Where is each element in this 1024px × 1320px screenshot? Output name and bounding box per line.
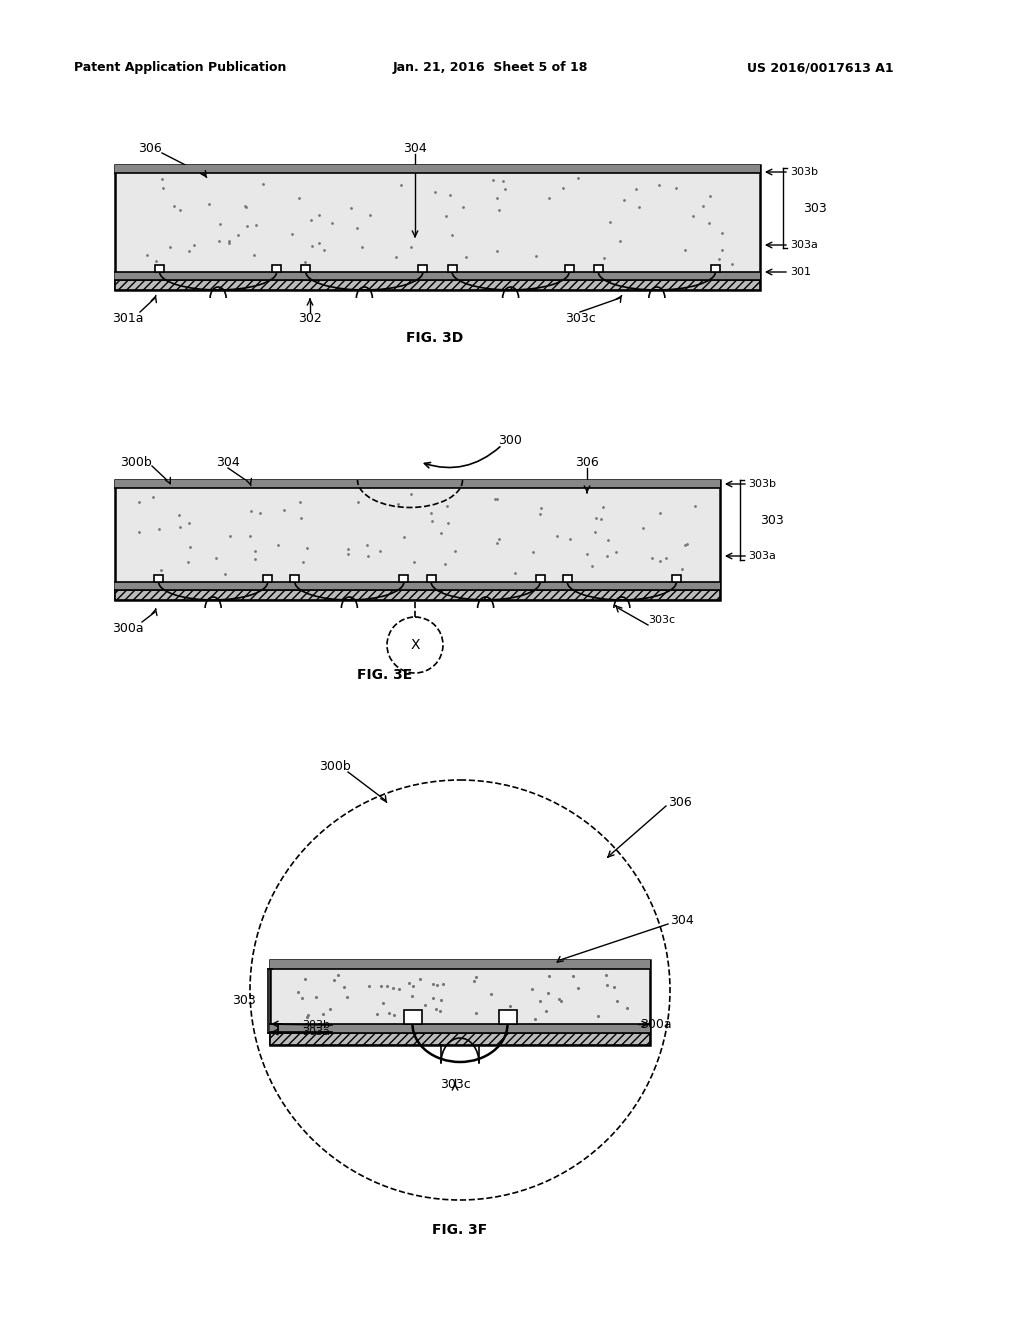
Bar xyxy=(115,582,720,590)
Bar xyxy=(594,265,603,272)
Text: Jan. 21, 2016  Sheet 5 of 18: Jan. 21, 2016 Sheet 5 of 18 xyxy=(392,62,588,74)
Text: 303c: 303c xyxy=(648,615,675,624)
Text: 303c: 303c xyxy=(439,1078,470,1092)
Text: 301a: 301a xyxy=(113,312,143,325)
Bar xyxy=(115,165,760,290)
Bar xyxy=(115,272,760,280)
Text: 303b: 303b xyxy=(790,168,818,177)
Bar xyxy=(419,265,427,272)
Text: X: X xyxy=(411,638,420,652)
Text: 302: 302 xyxy=(298,312,322,325)
Circle shape xyxy=(387,616,443,673)
Text: 300b: 300b xyxy=(319,759,351,772)
Bar xyxy=(270,1034,650,1045)
Bar xyxy=(711,265,720,272)
Bar xyxy=(115,165,760,173)
Text: 304: 304 xyxy=(670,913,693,927)
Text: 306: 306 xyxy=(668,796,692,808)
Text: Patent Application Publication: Patent Application Publication xyxy=(74,62,286,74)
Text: 303a: 303a xyxy=(748,550,776,561)
Bar xyxy=(270,960,650,969)
Text: 303b: 303b xyxy=(748,479,776,488)
Text: 304: 304 xyxy=(403,141,427,154)
Bar xyxy=(672,576,681,582)
Bar xyxy=(270,1024,650,1034)
Bar xyxy=(115,480,720,601)
Text: 304: 304 xyxy=(216,455,240,469)
Text: 300: 300 xyxy=(498,433,522,446)
Bar xyxy=(427,576,435,582)
Bar xyxy=(564,265,573,272)
Bar xyxy=(403,1010,422,1024)
Text: 306: 306 xyxy=(138,141,162,154)
Bar xyxy=(536,576,545,582)
Bar xyxy=(263,576,272,582)
Text: 303: 303 xyxy=(803,202,826,214)
Text: FIG. 3F: FIG. 3F xyxy=(432,1224,487,1237)
Bar xyxy=(447,265,457,272)
Text: 300a: 300a xyxy=(640,1018,672,1031)
Bar xyxy=(301,265,310,272)
Bar xyxy=(115,280,760,290)
Bar xyxy=(291,576,299,582)
Text: 300b: 300b xyxy=(120,455,152,469)
Text: 303: 303 xyxy=(760,513,783,527)
Circle shape xyxy=(250,780,670,1200)
Bar xyxy=(272,265,282,272)
Bar xyxy=(155,265,164,272)
Text: 303a: 303a xyxy=(302,1027,330,1038)
Bar xyxy=(563,576,571,582)
Text: US 2016/0017613 A1: US 2016/0017613 A1 xyxy=(746,62,893,74)
Text: FIG. 3D: FIG. 3D xyxy=(407,331,464,345)
Text: 303c: 303c xyxy=(564,312,595,325)
Text: 301: 301 xyxy=(790,267,811,277)
Bar xyxy=(270,960,650,1045)
Bar xyxy=(499,1010,516,1024)
Text: FIG. 3E: FIG. 3E xyxy=(357,668,413,682)
Text: 303: 303 xyxy=(232,994,256,1007)
Text: 300a: 300a xyxy=(113,622,143,635)
Bar xyxy=(399,576,409,582)
Bar xyxy=(155,576,163,582)
Bar xyxy=(115,590,720,601)
Text: 303a: 303a xyxy=(790,240,818,249)
Text: 306: 306 xyxy=(575,455,599,469)
Bar xyxy=(115,480,720,488)
Text: 303b: 303b xyxy=(302,1020,330,1030)
